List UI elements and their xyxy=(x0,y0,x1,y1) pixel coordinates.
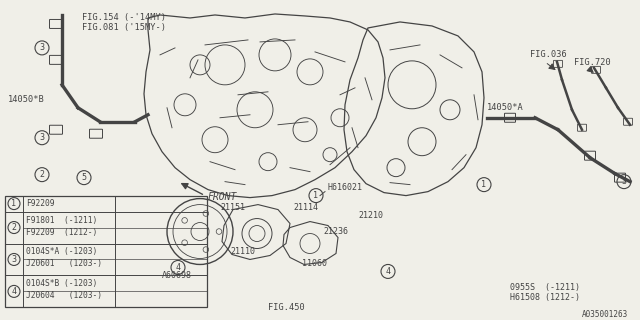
Bar xyxy=(5,196,207,308)
Text: FRONT: FRONT xyxy=(208,192,237,202)
Text: FIG.450: FIG.450 xyxy=(268,303,305,312)
Text: H616021: H616021 xyxy=(328,183,363,192)
Text: 1: 1 xyxy=(314,191,319,200)
Text: 3: 3 xyxy=(40,133,45,142)
Text: 3: 3 xyxy=(621,177,627,186)
Text: 4: 4 xyxy=(385,267,390,276)
Text: F91801  (-1211): F91801 (-1211) xyxy=(26,216,97,225)
Text: 3: 3 xyxy=(40,44,45,52)
Text: H61508 (1212-): H61508 (1212-) xyxy=(510,293,580,302)
Text: 21210: 21210 xyxy=(358,211,383,220)
Text: 1: 1 xyxy=(12,199,17,208)
Text: F92209  (1212-): F92209 (1212-) xyxy=(26,228,97,236)
Text: F92209: F92209 xyxy=(26,199,54,208)
Text: 0104S*B (-1203): 0104S*B (-1203) xyxy=(26,279,97,288)
Text: 2: 2 xyxy=(12,223,17,232)
Text: 0955S  (-1211): 0955S (-1211) xyxy=(510,283,580,292)
Text: A60698: A60698 xyxy=(162,271,192,280)
Text: 4: 4 xyxy=(175,263,180,272)
Text: FIG.036: FIG.036 xyxy=(530,50,567,60)
Text: FIG.154 (-'14MY): FIG.154 (-'14MY) xyxy=(82,13,166,22)
Text: 14050*B: 14050*B xyxy=(8,95,45,104)
Text: 4: 4 xyxy=(12,287,17,296)
Text: FIG.081 ('15MY-): FIG.081 ('15MY-) xyxy=(82,23,166,32)
Text: J20604   (1203-): J20604 (1203-) xyxy=(26,292,102,300)
Text: J20601   (1203-): J20601 (1203-) xyxy=(26,260,102,268)
Text: FIG.720: FIG.720 xyxy=(574,58,611,68)
Text: 1: 1 xyxy=(481,180,486,189)
Text: 21236: 21236 xyxy=(323,227,348,236)
Text: 2: 2 xyxy=(40,170,45,179)
Text: 21110: 21110 xyxy=(230,247,255,256)
Text: 21151: 21151 xyxy=(220,203,245,212)
Text: A035001263: A035001263 xyxy=(582,310,628,319)
Text: 11060: 11060 xyxy=(302,259,327,268)
Text: 0104S*A (-1203): 0104S*A (-1203) xyxy=(26,247,97,257)
Text: 5: 5 xyxy=(81,173,86,182)
Text: 21114: 21114 xyxy=(293,203,318,212)
Text: 14050*A: 14050*A xyxy=(487,103,524,112)
Text: 3: 3 xyxy=(12,255,17,264)
